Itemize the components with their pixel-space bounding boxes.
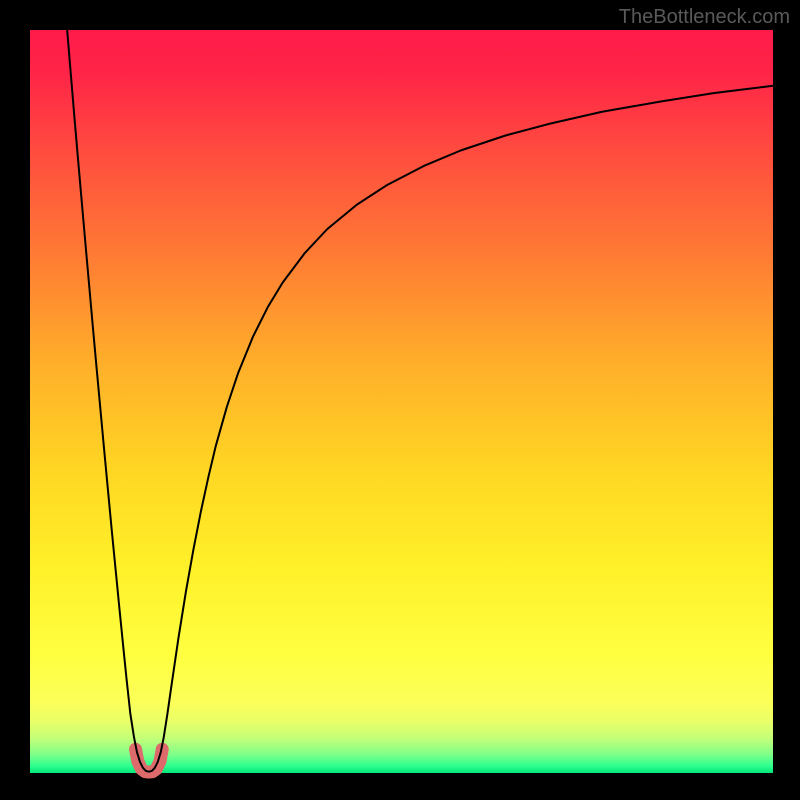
bottleneck-chart [0,0,800,800]
plot-background [30,30,773,773]
chart-container: TheBottleneck.com [0,0,800,800]
watermark-text: TheBottleneck.com [619,6,790,29]
